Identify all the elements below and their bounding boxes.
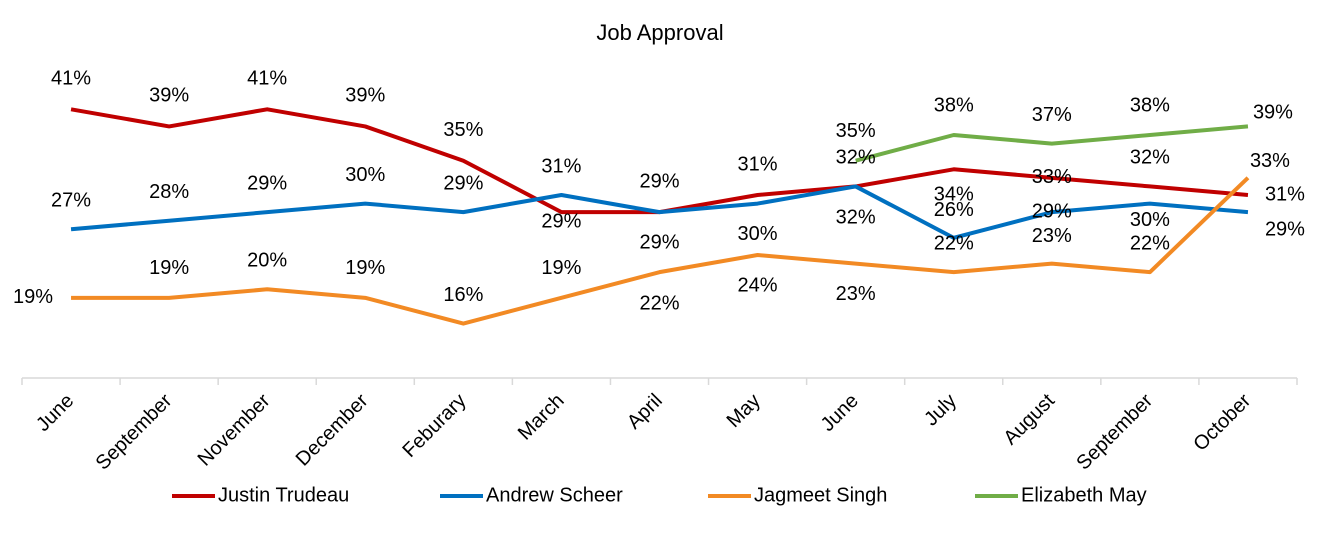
x-tick-label: May <box>723 390 765 432</box>
data-label: 29% <box>639 170 679 192</box>
data-label: 29% <box>541 210 581 232</box>
data-label: 34% <box>934 184 974 206</box>
data-label: 35% <box>836 120 876 142</box>
legend-label: Justin Trudeau <box>218 484 349 506</box>
data-label: 37% <box>1032 104 1072 126</box>
data-label: 33% <box>1250 150 1290 172</box>
x-tick-label: December <box>292 389 373 470</box>
series-line <box>70 184 1249 240</box>
x-tick-label: August <box>999 389 1059 449</box>
data-label: 19% <box>13 286 53 308</box>
x-tick-label: June <box>32 390 78 436</box>
data-label: 26% <box>934 199 974 221</box>
series-line <box>71 176 1250 326</box>
x-tick-label: March <box>514 390 569 445</box>
data-label: 31% <box>541 155 581 177</box>
data-label: 29% <box>1032 200 1072 222</box>
x-tick-label: September <box>1072 389 1157 474</box>
data-label: 41% <box>51 68 91 90</box>
data-label: 27% <box>51 190 91 212</box>
data-label: 30% <box>1130 209 1170 231</box>
data-label: 22% <box>1130 232 1170 254</box>
data-label: 28% <box>149 181 189 203</box>
data-label: 23% <box>1032 225 1072 247</box>
x-tick-label: September <box>92 389 177 474</box>
data-label: 22% <box>934 232 974 254</box>
data-label: 39% <box>149 85 189 107</box>
x-tick-label: April <box>623 390 667 434</box>
data-label: 32% <box>1130 147 1170 169</box>
data-label: 33% <box>1032 166 1072 188</box>
x-tick-label: June <box>817 390 863 436</box>
data-label: 29% <box>639 231 679 253</box>
data-label: 19% <box>149 257 189 279</box>
legend-label: Elizabeth May <box>1021 484 1147 506</box>
data-label: 31% <box>738 153 778 175</box>
data-label: 38% <box>1130 94 1170 116</box>
data-label: 29% <box>247 172 287 194</box>
data-label: 24% <box>738 274 778 296</box>
data-label: 20% <box>247 250 287 272</box>
legend-label: Jagmeet Singh <box>754 484 887 506</box>
data-label: 31% <box>1265 183 1305 205</box>
x-tick-label: November <box>194 389 275 470</box>
x-tick-label: October <box>1189 389 1255 455</box>
data-label: 39% <box>345 85 385 107</box>
data-label: 29% <box>443 172 483 194</box>
data-label: 19% <box>541 257 581 279</box>
data-label: 19% <box>345 257 385 279</box>
data-label: 30% <box>345 164 385 186</box>
data-label: 16% <box>443 284 483 306</box>
data-label: 22% <box>639 292 679 314</box>
legend-label: Andrew Scheer <box>486 484 623 506</box>
data-label: 39% <box>1253 102 1293 124</box>
chart-title: Job Approval <box>596 20 723 45</box>
data-label: 29% <box>1265 218 1305 240</box>
data-label: 32% <box>836 207 876 229</box>
data-label: 32% <box>836 147 876 169</box>
series-line <box>855 124 1249 163</box>
x-tick-label: July <box>920 390 961 431</box>
data-label: 35% <box>443 119 483 141</box>
data-label: 30% <box>738 223 778 245</box>
x-tick-label: Feburary <box>398 390 470 462</box>
data-label: 38% <box>934 94 974 116</box>
data-label: 41% <box>247 68 287 90</box>
data-label: 23% <box>836 283 876 305</box>
